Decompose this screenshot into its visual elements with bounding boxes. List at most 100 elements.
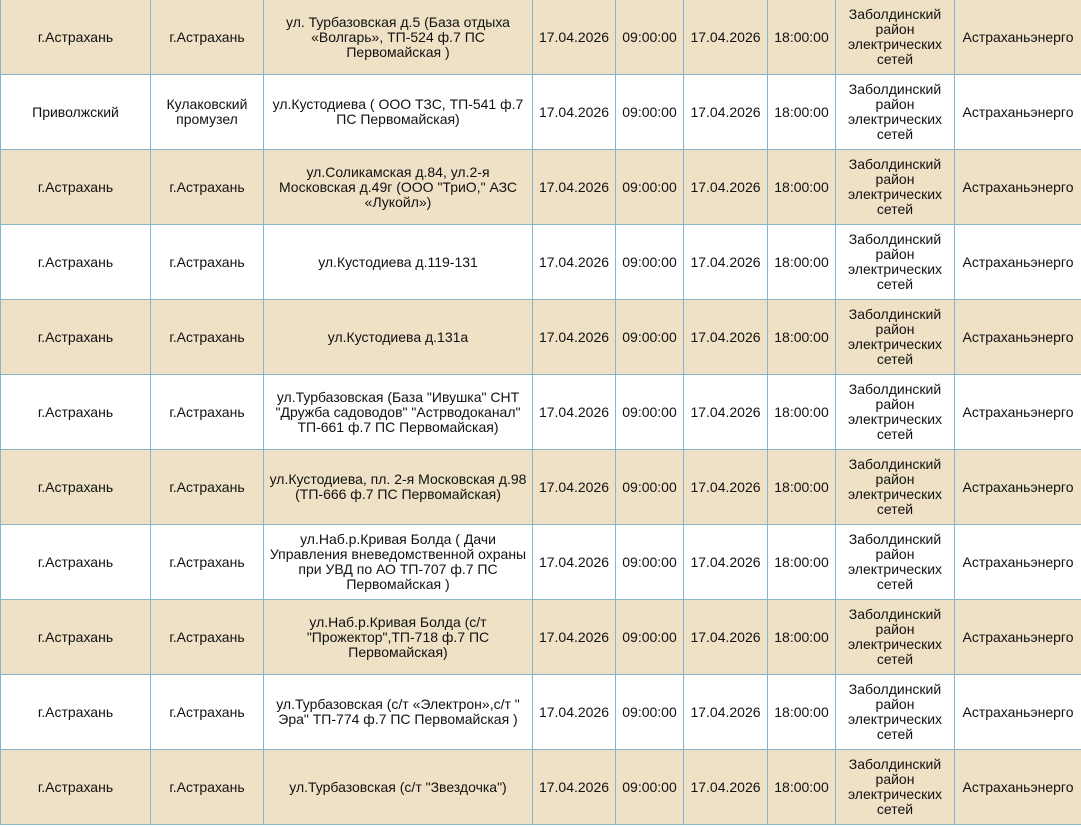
table-row: г.Астрахань г.Астрахань ул.Кустодиева д.11…	[0, 224, 1081, 300]
start-date-cell: 17.04.2026	[532, 524, 616, 600]
table-row: г.Астрахань г.Астрахань ул.Кустодиева, пл.…	[0, 449, 1081, 525]
end-date-cell: 17.04.2026	[683, 749, 768, 825]
table-row: г.Астрахань г.Астрахань ул.Соликамская д.8…	[0, 149, 1081, 225]
address-cell: ул.Кустодиева д.131а	[263, 299, 533, 375]
network-unit-cell: Заболдинский район электрических сетей	[835, 299, 955, 375]
address-cell: ул.Кустодиева ( ООО ТЗС, ТП-541 ф.7 ПС П…	[263, 74, 533, 150]
end-time-cell: 18:00:00	[767, 449, 836, 525]
start-date-cell: 17.04.2026	[532, 449, 616, 525]
locality-cell: г.Астрахань	[150, 224, 264, 300]
company-cell: Астраханьэнерго	[954, 524, 1081, 600]
company-cell: Астраханьэнерго	[954, 224, 1081, 300]
start-time-cell: 09:00:00	[615, 749, 684, 825]
address-cell: ул. Турбазовская д.5 (База отдыха «Волга…	[263, 0, 533, 75]
locality-cell: г.Астрахань	[150, 299, 264, 375]
end-time-cell: 18:00:00	[767, 749, 836, 825]
company-cell: Астраханьэнерго	[954, 299, 1081, 375]
address-cell: ул.Соликамская д.84, ул.2-я Московская д…	[263, 149, 533, 225]
company-cell: Астраханьэнерго	[954, 74, 1081, 150]
end-time-cell: 18:00:00	[767, 299, 836, 375]
company-cell: Астраханьэнерго	[954, 0, 1081, 75]
table-row: г.Астрахань г.Астрахань ул.Кустодиева д.13…	[0, 299, 1081, 375]
network-unit-cell: Заболдинский район электрических сетей	[835, 149, 955, 225]
district-cell: Приволжский	[0, 74, 151, 150]
district-cell: г.Астрахань	[0, 149, 151, 225]
company-cell: Астраханьэнерго	[954, 674, 1081, 750]
start-time-cell: 09:00:00	[615, 299, 684, 375]
district-cell: г.Астрахань	[0, 224, 151, 300]
table-row: г.Астрахань г.Астрахань ул.Турбазовская (с…	[0, 674, 1081, 750]
start-time-cell: 09:00:00	[615, 599, 684, 675]
company-cell: Астраханьэнерго	[954, 149, 1081, 225]
start-date-cell: 17.04.2026	[532, 224, 616, 300]
network-unit-cell: Заболдинский район электрических сетей	[835, 599, 955, 675]
district-cell: г.Астрахань	[0, 524, 151, 600]
locality-cell: г.Астрахань	[150, 449, 264, 525]
address-cell: ул.Кустодиева д.119-131	[263, 224, 533, 300]
table-row: г.Астрахань г.Астрахань ул. Турбазовская д…	[0, 0, 1081, 75]
start-time-cell: 09:00:00	[615, 0, 684, 75]
table-row: г.Астрахань г.Астрахань ул.Турбазовская (с…	[0, 749, 1081, 825]
start-time-cell: 09:00:00	[615, 149, 684, 225]
end-date-cell: 17.04.2026	[683, 224, 768, 300]
start-time-cell: 09:00:00	[615, 374, 684, 450]
end-time-cell: 18:00:00	[767, 149, 836, 225]
end-date-cell: 17.04.2026	[683, 449, 768, 525]
start-time-cell: 09:00:00	[615, 224, 684, 300]
end-date-cell: 17.04.2026	[683, 524, 768, 600]
table-row: г.Астрахань г.Астрахань ул.Турбазовская (Б…	[0, 374, 1081, 450]
start-time-cell: 09:00:00	[615, 524, 684, 600]
network-unit-cell: Заболдинский район электрических сетей	[835, 524, 955, 600]
district-cell: г.Астрахань	[0, 374, 151, 450]
end-date-cell: 17.04.2026	[683, 674, 768, 750]
locality-cell: г.Астрахань	[150, 674, 264, 750]
address-cell: ул.Кустодиева, пл. 2-я Московская д.98 (…	[263, 449, 533, 525]
end-time-cell: 18:00:00	[767, 74, 836, 150]
locality-cell: г.Астрахань	[150, 599, 264, 675]
end-date-cell: 17.04.2026	[683, 149, 768, 225]
locality-cell: г.Астрахань	[150, 524, 264, 600]
table-row: Приволжский Кулаковский промузел ул.Кустод…	[0, 74, 1081, 150]
network-unit-cell: Заболдинский район электрических сетей	[835, 449, 955, 525]
end-date-cell: 17.04.2026	[683, 374, 768, 450]
end-date-cell: 17.04.2026	[683, 599, 768, 675]
end-date-cell: 17.04.2026	[683, 299, 768, 375]
start-date-cell: 17.04.2026	[532, 674, 616, 750]
company-cell: Астраханьэнерго	[954, 374, 1081, 450]
table-row: г.Астрахань г.Астрахань ул.Наб.р.Кривая Бо…	[0, 524, 1081, 600]
start-date-cell: 17.04.2026	[532, 0, 616, 75]
district-cell: г.Астрахань	[0, 599, 151, 675]
end-time-cell: 18:00:00	[767, 224, 836, 300]
network-unit-cell: Заболдинский район электрических сетей	[835, 224, 955, 300]
district-cell: г.Астрахань	[0, 299, 151, 375]
address-cell: ул.Наб.р.Кривая Болда (с/т "Прожектор",Т…	[263, 599, 533, 675]
end-time-cell: 18:00:00	[767, 374, 836, 450]
end-date-cell: 17.04.2026	[683, 0, 768, 75]
address-cell: ул.Наб.р.Кривая Болда ( Дачи Управления …	[263, 524, 533, 600]
start-date-cell: 17.04.2026	[532, 149, 616, 225]
district-cell: г.Астрахань	[0, 0, 151, 75]
address-cell: ул.Турбазовская (с/т «Электрон»,с/т " Эр…	[263, 674, 533, 750]
locality-cell: г.Астрахань	[150, 149, 264, 225]
start-time-cell: 09:00:00	[615, 449, 684, 525]
network-unit-cell: Заболдинский район электрических сетей	[835, 374, 955, 450]
end-time-cell: 18:00:00	[767, 0, 836, 75]
network-unit-cell: Заболдинский район электрических сетей	[835, 749, 955, 825]
district-cell: г.Астрахань	[0, 749, 151, 825]
locality-cell: г.Астрахань	[150, 749, 264, 825]
address-cell: ул.Турбазовская (с/т "Звездочка")	[263, 749, 533, 825]
network-unit-cell: Заболдинский район электрических сетей	[835, 74, 955, 150]
start-date-cell: 17.04.2026	[532, 74, 616, 150]
end-time-cell: 18:00:00	[767, 674, 836, 750]
start-time-cell: 09:00:00	[615, 674, 684, 750]
start-date-cell: 17.04.2026	[532, 599, 616, 675]
company-cell: Астраханьэнерго	[954, 599, 1081, 675]
locality-cell: г.Астрахань	[150, 0, 264, 75]
locality-cell: г.Астрахань	[150, 374, 264, 450]
start-date-cell: 17.04.2026	[532, 299, 616, 375]
